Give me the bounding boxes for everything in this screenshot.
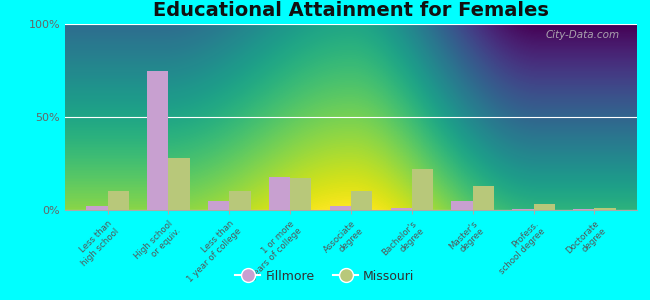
Bar [330, 206, 351, 210]
Bar [208, 201, 229, 210]
Bar [512, 209, 534, 210]
Legend: Fillmore, Missouri: Fillmore, Missouri [230, 265, 420, 288]
Text: City-Data.com: City-Data.com [546, 30, 620, 40]
Bar [147, 70, 168, 210]
Bar [573, 209, 594, 210]
Bar [351, 191, 372, 210]
Bar [86, 206, 108, 210]
Bar [473, 186, 494, 210]
Bar [534, 204, 555, 210]
Bar [451, 201, 473, 210]
Bar [290, 178, 311, 210]
Bar [108, 191, 129, 210]
Bar [391, 208, 412, 210]
Bar [229, 191, 251, 210]
Bar [269, 176, 290, 210]
Title: Educational Attainment for Females: Educational Attainment for Females [153, 1, 549, 20]
Bar [594, 208, 616, 210]
Bar [412, 169, 433, 210]
Bar [168, 158, 190, 210]
